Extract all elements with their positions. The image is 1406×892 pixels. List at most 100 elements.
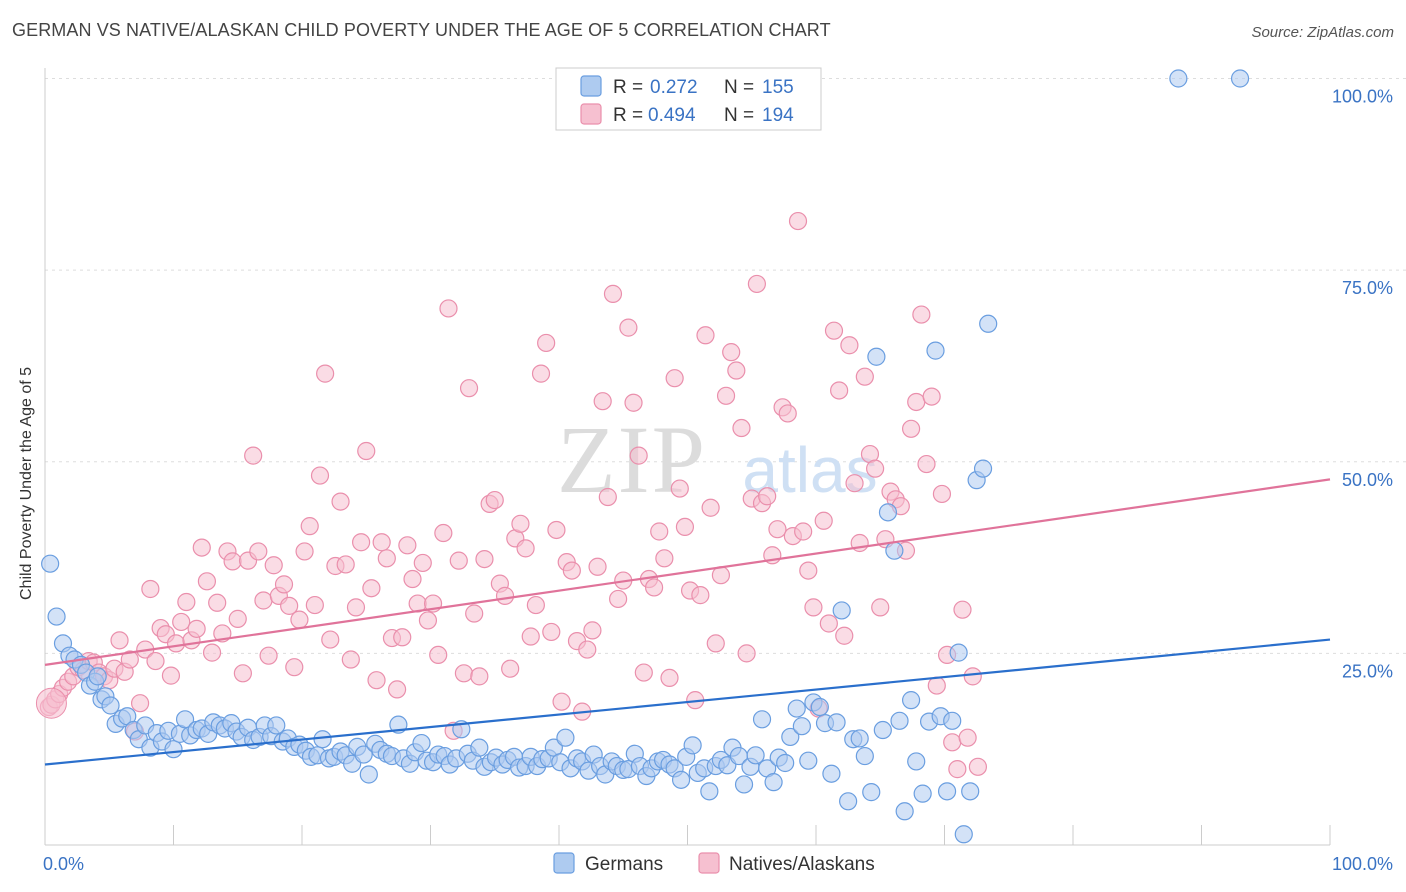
germans-point-155 bbox=[926, 341, 945, 360]
natives-point-33 bbox=[202, 643, 222, 662]
legend-r-label-natives: R = bbox=[613, 105, 643, 126]
natives-point-111 bbox=[603, 284, 623, 303]
natives-point-22 bbox=[146, 651, 165, 671]
natives-point-155 bbox=[830, 381, 849, 400]
germans-point-146 bbox=[873, 720, 892, 740]
natives-point-69 bbox=[387, 680, 407, 699]
natives-point-99 bbox=[542, 622, 561, 642]
natives-point-70 bbox=[393, 628, 412, 647]
natives-point-175 bbox=[932, 484, 952, 504]
natives-point-149 bbox=[799, 561, 818, 580]
natives-point-101 bbox=[552, 692, 571, 711]
natives-point-115 bbox=[624, 393, 643, 412]
legend-bottom-swatch-germans bbox=[553, 852, 575, 874]
germans-point-166 bbox=[1230, 69, 1250, 88]
natives-point-172 bbox=[917, 454, 936, 474]
natives-point-97 bbox=[531, 364, 551, 383]
legend-bottom-label-germans: Germans bbox=[585, 854, 663, 875]
natives-point-77 bbox=[429, 645, 448, 665]
germans-point-132 bbox=[792, 717, 811, 736]
legend-swatch-germans bbox=[580, 75, 602, 97]
natives-point-34 bbox=[208, 593, 227, 612]
natives-point-110 bbox=[598, 487, 617, 507]
natives-point-124 bbox=[670, 479, 689, 498]
germans-point-140 bbox=[839, 792, 858, 811]
germans-point-150 bbox=[895, 802, 914, 821]
natives-point-47 bbox=[274, 575, 294, 594]
germans-point-163 bbox=[973, 459, 993, 478]
legend-stats: R = 0.272 N = 155 R = 0.494 N = 194 bbox=[555, 67, 822, 131]
germans-point-9 bbox=[88, 667, 107, 686]
natives-point-117 bbox=[634, 663, 653, 682]
natives-point-53 bbox=[305, 595, 324, 615]
germans-point-164 bbox=[979, 314, 998, 333]
y-tick-label-75: 75.0% bbox=[1342, 278, 1393, 298]
natives-point-86 bbox=[475, 549, 494, 569]
natives-point-116 bbox=[629, 446, 648, 465]
natives-point-58 bbox=[331, 492, 350, 511]
natives-point-90 bbox=[495, 586, 515, 605]
natives-point-83 bbox=[459, 379, 479, 398]
natives-point-41 bbox=[244, 446, 263, 465]
natives-point-32 bbox=[197, 572, 217, 591]
natives-point-48 bbox=[280, 596, 299, 615]
germans-point-159 bbox=[949, 643, 968, 662]
trend-line-natives bbox=[44, 478, 1331, 666]
natives-point-61 bbox=[346, 598, 366, 617]
natives-point-52 bbox=[300, 517, 319, 536]
natives-point-21 bbox=[141, 579, 160, 599]
germans-point-49 bbox=[313, 730, 332, 749]
legend-n-value-germans: 155 bbox=[762, 77, 794, 98]
germans-point-0 bbox=[41, 554, 60, 573]
natives-point-178 bbox=[948, 760, 967, 779]
series-germans-points bbox=[41, 69, 1250, 844]
germans-point-56 bbox=[354, 745, 373, 764]
natives-point-91 bbox=[501, 659, 520, 678]
natives-point-94 bbox=[516, 539, 535, 558]
natives-point-45 bbox=[264, 556, 283, 575]
natives-point-98 bbox=[537, 333, 556, 353]
natives-point-72 bbox=[403, 569, 422, 589]
natives-point-131 bbox=[706, 634, 725, 653]
germans-point-111 bbox=[671, 770, 691, 789]
germans-point-153 bbox=[913, 784, 932, 803]
germans-point-157 bbox=[937, 782, 957, 801]
natives-point-100 bbox=[547, 520, 566, 540]
natives-point-129 bbox=[696, 326, 715, 345]
natives-point-121 bbox=[655, 549, 674, 568]
natives-point-130 bbox=[701, 498, 720, 517]
germans-point-12 bbox=[101, 696, 120, 715]
germans-point-57 bbox=[359, 765, 378, 784]
natives-point-63 bbox=[357, 441, 376, 461]
natives-point-174 bbox=[927, 676, 946, 695]
natives-point-114 bbox=[619, 318, 638, 337]
natives-point-26 bbox=[166, 634, 186, 653]
germans-point-130 bbox=[781, 727, 800, 747]
natives-point-134 bbox=[722, 343, 741, 362]
natives-point-55 bbox=[316, 364, 335, 383]
legend-n-label-natives: N = bbox=[724, 105, 754, 126]
natives-point-71 bbox=[398, 536, 417, 555]
natives-point-109 bbox=[593, 392, 612, 411]
natives-point-135 bbox=[727, 361, 746, 380]
germans-point-161 bbox=[961, 782, 980, 801]
natives-point-136 bbox=[732, 418, 751, 438]
natives-point-162 bbox=[866, 459, 885, 478]
germans-point-137 bbox=[822, 764, 841, 783]
germans-point-152 bbox=[907, 752, 926, 771]
natives-point-169 bbox=[901, 419, 921, 438]
germans-point-149 bbox=[890, 711, 909, 730]
natives-point-93 bbox=[511, 514, 530, 533]
germans-point-129 bbox=[776, 753, 795, 773]
natives-point-56 bbox=[321, 630, 340, 649]
germans-point-138 bbox=[827, 713, 846, 732]
natives-point-51 bbox=[295, 542, 314, 561]
natives-point-15 bbox=[110, 631, 129, 650]
natives-point-31 bbox=[192, 538, 211, 557]
legend-series: Germans Natives/Alaskans bbox=[553, 852, 875, 875]
germans-point-151 bbox=[901, 691, 921, 710]
trend-lines bbox=[44, 478, 1331, 766]
germans-point-113 bbox=[683, 736, 702, 755]
germans-point-147 bbox=[878, 503, 898, 522]
